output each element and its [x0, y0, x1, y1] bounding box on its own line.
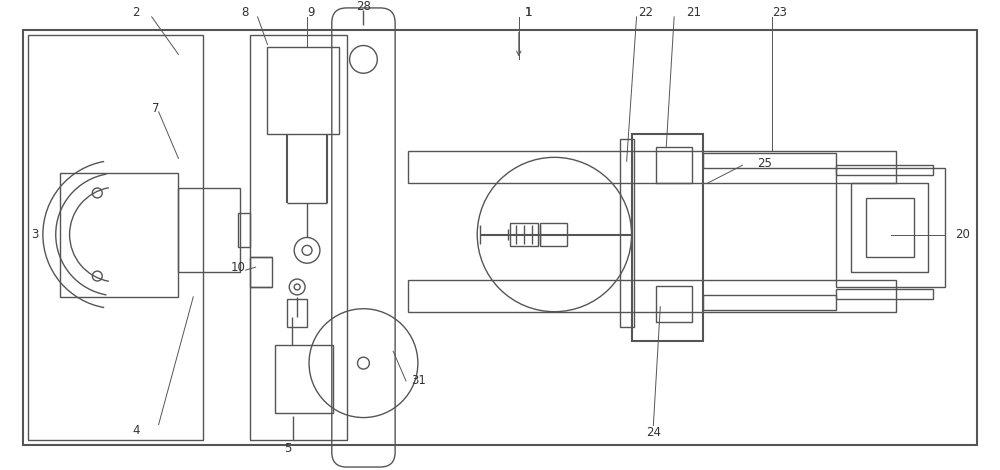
Bar [267, 47, 339, 133]
Text: 10: 10 [231, 261, 246, 274]
Bar [250, 257, 272, 287]
Text: 25: 25 [757, 157, 772, 170]
Text: 7: 7 [152, 102, 159, 115]
Text: 23: 23 [772, 7, 787, 19]
Text: 2: 2 [132, 7, 139, 19]
Bar [540, 223, 567, 246]
Bar [703, 153, 836, 168]
Bar [703, 295, 836, 310]
Bar [28, 35, 203, 440]
Bar [656, 286, 692, 321]
Bar [60, 173, 178, 297]
Bar [238, 213, 250, 247]
Bar [408, 151, 896, 183]
Bar [866, 198, 914, 257]
Text: 5: 5 [284, 442, 292, 455]
Text: 1: 1 [525, 7, 532, 19]
Bar [408, 280, 896, 312]
Bar [275, 345, 333, 413]
Bar [287, 299, 307, 327]
Bar [836, 289, 933, 299]
Text: 4: 4 [132, 424, 139, 437]
Text: 28: 28 [357, 0, 371, 14]
Text: 3: 3 [31, 228, 38, 241]
Text: 31: 31 [411, 375, 426, 387]
Text: 22: 22 [639, 7, 654, 19]
Text: 1: 1 [525, 7, 532, 19]
Bar [632, 133, 703, 341]
Text: 20: 20 [955, 228, 970, 241]
Bar [656, 148, 692, 183]
Bar [510, 223, 538, 246]
Bar [23, 30, 977, 445]
Text: 21: 21 [686, 7, 701, 19]
Bar [620, 139, 634, 327]
Bar [851, 183, 928, 272]
Bar [250, 35, 347, 440]
Text: 8: 8 [241, 7, 248, 19]
Text: 9: 9 [307, 7, 315, 19]
Bar [178, 188, 240, 272]
Bar [836, 165, 933, 175]
Text: 24: 24 [646, 426, 661, 439]
Bar [836, 168, 945, 287]
